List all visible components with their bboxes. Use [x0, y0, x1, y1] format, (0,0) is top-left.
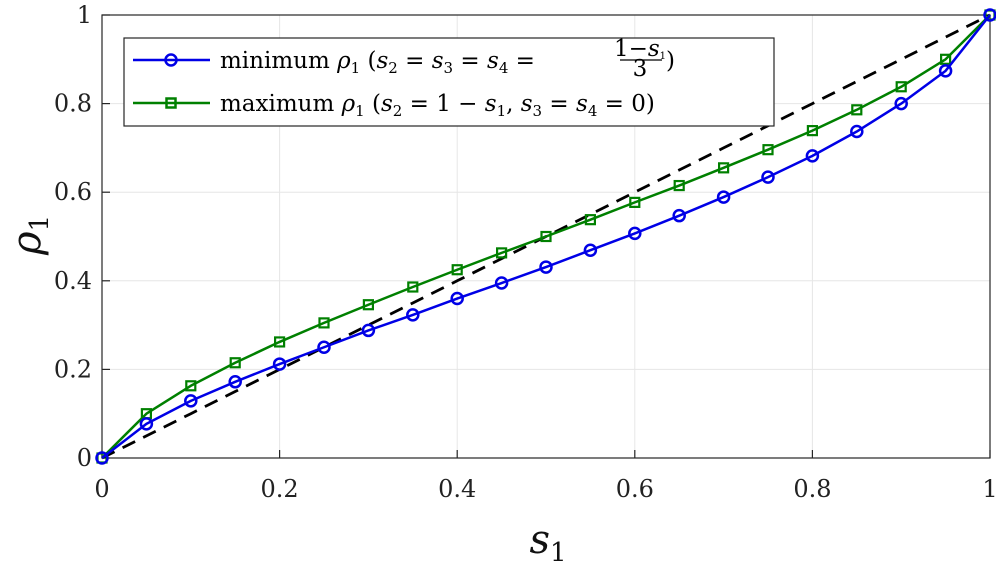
data-point-maximum: [895, 81, 907, 93]
y-tick-label: 0.6: [54, 178, 92, 206]
x-tick-labels: 0 0.2 0.4 0.6 0.8 1: [94, 450, 996, 503]
x-tick-label: 1: [982, 475, 996, 503]
data-point-maximum: [851, 104, 863, 116]
data-point-maximum: [362, 299, 374, 311]
data-point-maximum: [717, 162, 730, 174]
y-tick-label: 1: [77, 1, 92, 29]
data-point-maximum: [407, 281, 419, 293]
data-point-minimum: [716, 190, 731, 204]
data-point-minimum: [95, 451, 109, 465]
legend-marker-minimum: [164, 53, 178, 67]
y-tick-label: 0.8: [54, 90, 92, 118]
data-point-minimum: [228, 375, 242, 389]
data-point-minimum: [583, 243, 598, 257]
data-point-maximum: [185, 380, 197, 392]
x-tick-label: 0.2: [261, 475, 299, 503]
data-point-minimum: [850, 124, 864, 139]
legend-entry-minimum: minimum ρ1 (s2 = s3 = s4 = 1−s1 3 ): [133, 36, 675, 82]
y-tick-labels: 0 0.2 0.4 0.6 0.8 1: [54, 1, 110, 472]
y-tick-label: 0: [77, 444, 92, 472]
legend-entry-maximum: maximum ρ1 (s2 = 1 − s1, s3 = s4 = 0): [133, 91, 655, 122]
plot-area: [101, 14, 991, 459]
legend-marker-maximum: [165, 97, 177, 109]
legend-close-paren-minimum: ): [666, 48, 675, 74]
data-point-maximum: [274, 336, 286, 348]
data-point-maximum: [496, 247, 508, 259]
series-line-maximum: [101, 14, 991, 459]
data-point-minimum: [361, 323, 376, 338]
series-line-minimum: [101, 14, 991, 459]
data-point-maximum: [451, 264, 463, 276]
data-point-minimum: [894, 96, 908, 111]
x-tick-label: 0.8: [793, 475, 831, 503]
data-point-maximum: [939, 53, 952, 65]
data-point-maximum: [806, 125, 819, 137]
x-tick-label: 0.6: [616, 475, 654, 503]
fraction-numerator: 1−s1: [614, 36, 666, 62]
data-point-maximum: [540, 230, 552, 243]
data-point-maximum: [584, 214, 597, 226]
data-point-minimum: [139, 417, 154, 431]
data-point-minimum: [272, 357, 287, 371]
data-point-maximum: [673, 179, 685, 192]
x-tick-label: 0: [94, 475, 109, 503]
y-tick-label: 0.2: [54, 355, 92, 383]
x-tick-label: 0.4: [438, 475, 476, 503]
y-tick-label: 0.4: [54, 267, 92, 295]
data-point-minimum: [938, 64, 953, 78]
data-point-maximum: [762, 144, 774, 156]
legend: minimum ρ1 (s2 = s3 = s4 = 1−s1 3 ) maxi…: [123, 36, 775, 127]
data-point-minimum: [672, 208, 686, 223]
x-axis-label: s1: [529, 517, 566, 561]
y-axis-label: ρ1: [4, 215, 55, 256]
series-minimum: [95, 8, 996, 465]
data-point-minimum: [761, 170, 775, 184]
data-point-minimum: [450, 291, 464, 306]
legend-box: [123, 37, 775, 127]
data-point-minimum: [539, 260, 553, 274]
legend-label-maximum: maximum ρ1 (s2 = 1 − s1, s3 = s4 = 0): [220, 91, 655, 122]
data-point-maximum: [229, 357, 241, 369]
data-point-minimum: [494, 276, 509, 290]
data-point-minimum: [628, 226, 642, 241]
data-point-minimum: [805, 149, 820, 163]
data-point-maximum: [629, 196, 641, 208]
legend-fraction: 1−s1 3 ): [614, 36, 675, 82]
legend-label-minimum: minimum ρ1 (s2 = s3 = s4 =: [220, 48, 535, 79]
data-point-minimum: [184, 394, 198, 408]
data-point-maximum: [318, 317, 330, 329]
fraction-denominator: 3: [633, 56, 648, 82]
data-point-minimum: [317, 340, 331, 354]
data-point-minimum: [406, 308, 420, 322]
series-layer: [95, 8, 996, 465]
